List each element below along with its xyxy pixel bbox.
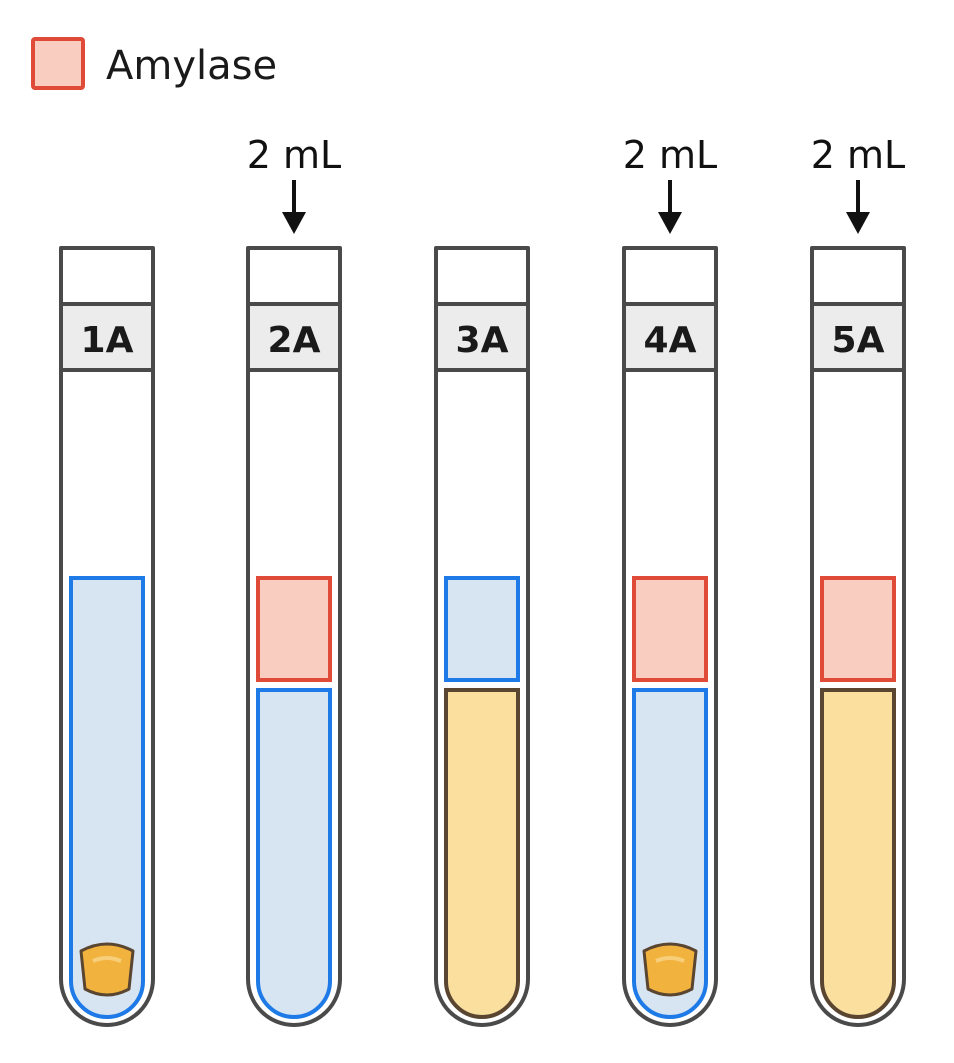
test-tube-2a: 2A 2 mL [246, 133, 342, 1027]
sample-pellet-icon [642, 942, 698, 997]
liquid-starch [820, 688, 896, 1019]
liquid-water [69, 576, 145, 1019]
volume-label: 2 mL [247, 133, 341, 177]
arrowhead-icon [282, 212, 306, 234]
legend: Amylase [31, 37, 277, 90]
arrowhead-icon [658, 212, 682, 234]
tube-label: 1A [81, 320, 134, 361]
test-tube-1a: 1A [59, 246, 155, 1027]
tube-label: 4A [644, 320, 697, 361]
liquid-water [444, 576, 520, 682]
test-tube-4a: 4A 2 mL [622, 133, 718, 1027]
test-tube-5a: 5A 2 mL [810, 133, 906, 1027]
tube-label: 3A [456, 320, 509, 361]
liquid-water [632, 688, 708, 1019]
tube-label: 2A [268, 320, 321, 361]
tubes-layer: 1A 2A 2 mL 3A 4A 2 mL 5A 2 mL [59, 133, 906, 1027]
liquid-amylase [820, 576, 896, 682]
volume-label: 2 mL [811, 133, 905, 177]
arrowhead-icon [846, 212, 870, 234]
pellet-highlight [92, 956, 122, 963]
tube-label-band [814, 304, 902, 370]
tube-label-band [438, 304, 526, 370]
test-tube-3a: 3A [434, 246, 530, 1027]
tube-label: 5A [832, 320, 885, 361]
liquid-starch [444, 688, 520, 1019]
tube-label-band [63, 304, 151, 370]
pellet-highlight [655, 956, 685, 963]
liquid-water [256, 688, 332, 1019]
tube-label-band [626, 304, 714, 370]
liquid-amylase [632, 576, 708, 682]
sample-pellet-icon [79, 942, 135, 997]
volume-label: 2 mL [623, 133, 717, 177]
liquid-amylase [256, 576, 332, 682]
tube-label-band [250, 304, 338, 370]
amylase-legend-label: Amylase [106, 43, 277, 89]
amylase-legend-swatch [31, 37, 85, 90]
